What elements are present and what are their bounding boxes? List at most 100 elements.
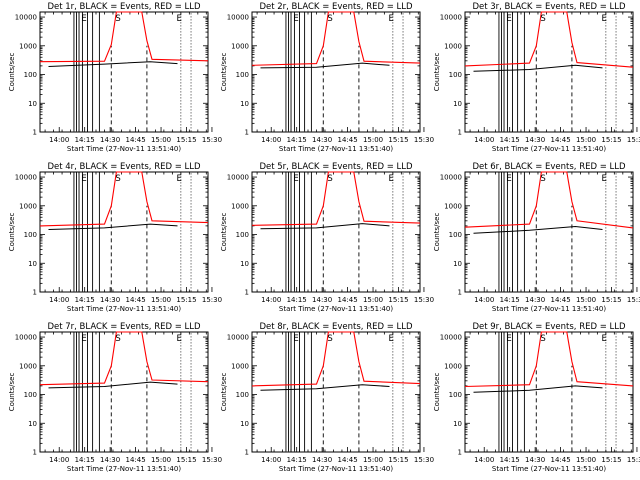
series-red-lld xyxy=(251,171,421,226)
event-lines xyxy=(535,172,617,292)
y-ticks xyxy=(465,336,633,453)
series-red-lld xyxy=(39,171,209,227)
x-ticks xyxy=(469,12,638,132)
panel-title: Det 4r, BLACK = Events, RED = LLD xyxy=(47,162,201,172)
y-tick-label: 1 xyxy=(458,449,462,457)
x-ticks xyxy=(44,172,213,292)
x-axis-label: Start Time (27-Nov-11 13:51:40) xyxy=(492,305,606,313)
x-tick-label: 14:45 xyxy=(337,296,357,304)
x-tick-label: 15:15 xyxy=(388,136,408,144)
x-tick-label: 15:15 xyxy=(601,136,621,144)
x-tick-label: 14:45 xyxy=(550,456,570,464)
x-ticks xyxy=(256,172,425,292)
x-tick-label: 14:00 xyxy=(474,136,494,144)
marker-label: E xyxy=(601,174,606,184)
x-tick-label: 15:30 xyxy=(627,456,640,464)
x-tick-label: 14:30 xyxy=(312,296,332,304)
panel-det-7: Det 7r, BLACK = Events, RED = LLD 1 10 100 1… xyxy=(8,322,222,473)
x-tick-label: 15:30 xyxy=(202,296,222,304)
x-axis-label: Start Time (27-Nov-11 13:51:40) xyxy=(279,305,393,313)
x-tick-label: 15:00 xyxy=(151,136,171,144)
marker-label: E xyxy=(293,334,298,344)
series-black-events xyxy=(260,223,390,230)
x-tick-label: 14:15 xyxy=(287,456,307,464)
x-tick-label: 15:30 xyxy=(627,296,640,304)
x-ticks xyxy=(256,12,425,132)
y-tick-label: 1000 xyxy=(19,362,37,370)
series-red-lld xyxy=(251,331,421,387)
x-tick-label: 14:45 xyxy=(550,136,570,144)
plot-frame xyxy=(39,11,209,133)
y-tick-label: 10000 xyxy=(227,174,249,182)
y-ticks xyxy=(252,176,420,293)
y-tick-label: 10 xyxy=(28,420,37,428)
marker-label: S xyxy=(327,334,332,344)
y-tick-label: 100 xyxy=(24,231,37,239)
x-tick-label: 15:30 xyxy=(202,456,222,464)
y-axis-label: Counts/sec xyxy=(8,213,16,252)
x-tick-label: 15:30 xyxy=(414,136,434,144)
x-tick-label: 14:00 xyxy=(261,456,281,464)
y-tick-label: 10 xyxy=(453,420,462,428)
spikes xyxy=(73,172,100,292)
panel-title: Det 7r, BLACK = Events, RED = LLD xyxy=(47,322,201,332)
x-tick-label: 14:15 xyxy=(500,456,520,464)
y-axis-label: Counts/sec xyxy=(433,373,441,412)
x-tick-label: 14:00 xyxy=(474,296,494,304)
marker-label: E xyxy=(601,334,606,344)
x-tick-label: 15:30 xyxy=(202,136,222,144)
y-tick-label: 1 xyxy=(33,289,37,297)
spikes xyxy=(73,332,100,452)
x-tick-label: 14:45 xyxy=(125,136,145,144)
y-axis-label: Counts/sec xyxy=(220,53,228,92)
y-tick-label: 100 xyxy=(449,71,462,79)
panel-title: Det 2r, BLACK = Events, RED = LLD xyxy=(259,2,413,12)
panel-title: Det 9r, BLACK = Events, RED = LLD xyxy=(472,322,626,332)
y-axis-label: Counts/sec xyxy=(220,373,228,412)
marker-label: E xyxy=(506,334,511,344)
y-tick-label: 10000 xyxy=(15,334,37,342)
spikes xyxy=(73,12,100,132)
y-tick-label: 1 xyxy=(245,289,249,297)
panel-det-2: Det 2r, BLACK = Events, RED = LLD 1 10 100 1… xyxy=(220,2,434,153)
x-tick-label: 14:30 xyxy=(525,136,545,144)
marker-label: E xyxy=(293,174,298,184)
y-tick-label: 10000 xyxy=(440,14,462,22)
x-tick-label: 14:30 xyxy=(100,456,120,464)
x-tick-label: 14:00 xyxy=(49,296,69,304)
y-ticks xyxy=(40,176,208,293)
x-tick-label: 14:45 xyxy=(337,136,357,144)
panel-title: Det 8r, BLACK = Events, RED = LLD xyxy=(259,322,413,332)
event-lines xyxy=(110,332,192,452)
x-axis-label: Start Time (27-Nov-11 13:51:40) xyxy=(67,145,181,153)
y-tick-label: 1 xyxy=(33,129,37,137)
event-lines xyxy=(322,172,404,292)
x-tick-label: 15:15 xyxy=(388,456,408,464)
marker-label: E xyxy=(506,14,511,24)
x-axis-label: Start Time (27-Nov-11 13:51:40) xyxy=(492,465,606,473)
y-tick-label: 10 xyxy=(28,260,37,268)
x-tick-label: 14:00 xyxy=(49,456,69,464)
event-lines xyxy=(322,12,404,132)
plot-frame xyxy=(251,11,421,133)
x-tick-label: 14:45 xyxy=(337,456,357,464)
y-tick-label: 1 xyxy=(458,289,462,297)
x-tick-label: 14:45 xyxy=(550,296,570,304)
y-tick-label: 1000 xyxy=(231,362,249,370)
x-tick-label: 15:00 xyxy=(363,296,383,304)
y-tick-label: 1000 xyxy=(231,42,249,50)
y-tick-label: 1000 xyxy=(444,42,462,50)
x-tick-label: 15:15 xyxy=(176,456,196,464)
y-ticks xyxy=(40,336,208,453)
panel-title: Det 3r, BLACK = Events, RED = LLD xyxy=(472,2,626,12)
y-tick-label: 10 xyxy=(240,420,249,428)
marker-label: E xyxy=(388,334,393,344)
x-tick-label: 14:15 xyxy=(500,296,520,304)
y-tick-label: 1000 xyxy=(444,362,462,370)
y-tick-label: 10000 xyxy=(440,334,462,342)
event-lines xyxy=(110,12,192,132)
